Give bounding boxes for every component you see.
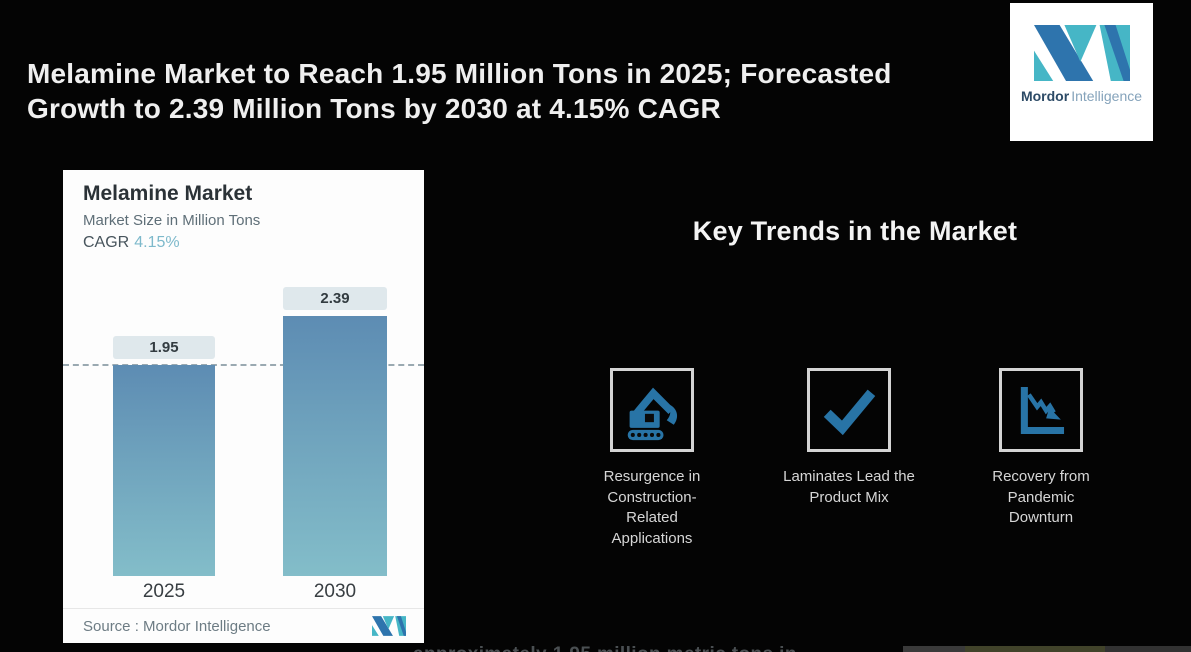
checkmark-icon bbox=[823, 389, 876, 436]
bottom-artifact-strip bbox=[1105, 646, 1191, 652]
chart-title: Melamine Market bbox=[83, 182, 253, 205]
bar-2025 bbox=[113, 365, 215, 576]
headline: Melamine Market to Reach 1.95 Million To… bbox=[27, 58, 892, 125]
trend-label: Recovery from Pandemic Downturn bbox=[992, 468, 1090, 527]
trend-item-laminates: Laminates Lead the Product Mix bbox=[762, 368, 936, 508]
cagr-label: CAGR bbox=[83, 234, 130, 251]
excavator-icon bbox=[627, 387, 678, 441]
bar-2030 bbox=[283, 316, 387, 576]
trend-item-construction: Resurgence in Construction- Related Appl… bbox=[570, 368, 734, 550]
trend-icon-box bbox=[999, 368, 1083, 452]
bottom-artifact-strip bbox=[903, 646, 965, 652]
clipped-caption: approximately 1.95 million metric tons i… bbox=[413, 644, 953, 652]
market-chart-card: Melamine Market Market Size in Million T… bbox=[63, 170, 424, 643]
bottom-artifact-strip bbox=[965, 646, 1105, 652]
trend-label: Resurgence in Construction- Related Appl… bbox=[603, 468, 701, 548]
key-trends-heading: Key Trends in the Market bbox=[692, 216, 1018, 246]
reference-dashed-line bbox=[63, 364, 424, 366]
mordor-logo-mark-icon bbox=[1033, 25, 1130, 81]
brand-logo-box: Mordor Intelligence bbox=[1010, 3, 1153, 141]
bar-value-label-2030: 2.39 bbox=[283, 287, 387, 310]
trend-label: Laminates Lead the Product Mix bbox=[783, 468, 915, 506]
trend-item-recovery: Recovery from Pandemic Downturn bbox=[961, 368, 1121, 529]
caption-text: approximately 1.95 million metric tons i… bbox=[413, 644, 797, 652]
mordor-logo-mark-small-icon bbox=[372, 616, 406, 636]
declining-chart-icon bbox=[1020, 386, 1065, 434]
brand-name-light: Intelligence bbox=[1071, 88, 1143, 104]
brand-name-bold: Mordor bbox=[1020, 88, 1070, 104]
cagr-value: 4.15% bbox=[134, 234, 180, 251]
trend-icon-box bbox=[610, 368, 694, 452]
chart-source: Source : Mordor Intelligence bbox=[83, 617, 271, 635]
x-axis-label-2025: 2025 bbox=[142, 581, 186, 602]
chart-cagr: CAGR 4.15% bbox=[83, 234, 180, 252]
chart-subtitle: Market Size in Million Tons bbox=[83, 212, 261, 229]
bar-value-label-2025: 1.95 bbox=[113, 336, 215, 359]
brand-logo-text: Mordor Intelligence bbox=[1021, 89, 1142, 103]
trend-icon-box bbox=[807, 368, 891, 452]
chart-footer: Source : Mordor Intelligence bbox=[63, 608, 424, 643]
x-axis-label-2030: 2030 bbox=[313, 581, 357, 602]
